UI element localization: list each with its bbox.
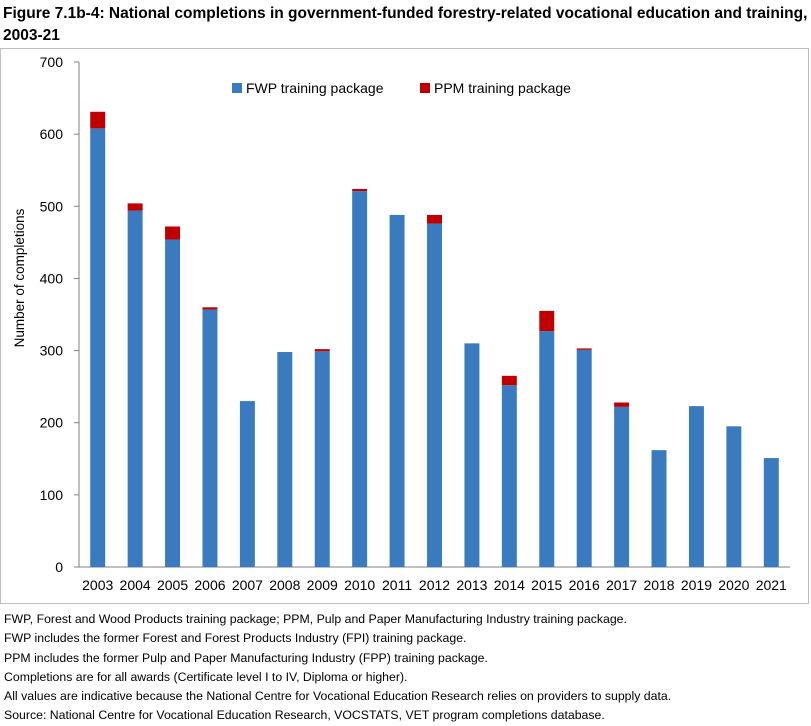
footnote-ppm: PPM includes the former Pulp and Paper M… (4, 650, 488, 665)
legend-label-fwp: FWP training package (246, 80, 384, 96)
x-tick-label: 2010 (344, 577, 375, 593)
chart-frame (0, 48, 809, 604)
bar-fwp-2011 (389, 214, 405, 567)
bar-fwp-2012 (427, 223, 442, 567)
bar-fwp-2019 (688, 406, 704, 567)
footnote-abbreviations: FWP, Forest and Wood Products training p… (4, 612, 627, 626)
x-tick-label: 2004 (120, 577, 151, 593)
bar-fwp-2007 (239, 401, 255, 567)
x-tick-label: 2006 (194, 577, 225, 593)
y-tick-label: 400 (40, 270, 64, 286)
x-tick-label: 2016 (569, 577, 600, 593)
bar-fwp-2014 (501, 385, 517, 567)
bar-fwp-2004 (127, 210, 143, 567)
bar-ppm-2017 (614, 402, 630, 407)
bar-fwp-2018 (651, 450, 667, 567)
x-tick-label: 2019 (681, 577, 712, 593)
x-tick-label: 2005 (157, 577, 188, 593)
x-tick-label: 2009 (307, 577, 338, 593)
bar-ppm-2005 (165, 226, 181, 240)
bar-fwp-2016 (576, 349, 592, 567)
bar-ppm-2016 (576, 348, 592, 350)
bar-fwp-2005 (165, 239, 181, 567)
bar-fwp-2008 (277, 352, 293, 567)
x-tick-label: 2013 (456, 577, 487, 593)
x-tick-label: 2021 (756, 577, 787, 593)
bar-fwp-2006 (202, 309, 218, 567)
footnote-indicative: All values are indicative because the Na… (4, 689, 672, 704)
x-tick-label: 2011 (382, 577, 412, 593)
bars (90, 111, 779, 567)
x-tick-label: 2003 (82, 577, 113, 593)
legend-label-ppm: PPM training package (434, 80, 571, 96)
x-tick-label: 2007 (232, 577, 263, 593)
y-tick-label: 200 (40, 415, 64, 431)
bar-ppm-2010 (352, 188, 368, 192)
y-tick-label: 700 (40, 54, 64, 70)
bar-fwp-2010 (352, 191, 368, 567)
footnote-source: Source: National Centre for Vocational E… (4, 708, 605, 723)
legend-swatch-ppm (420, 83, 430, 93)
bar-fwp-2015 (539, 331, 555, 567)
x-tick-label: 2014 (494, 577, 525, 593)
y-tick-label: 100 (40, 487, 64, 503)
y-tick-label: 600 (40, 126, 64, 142)
x-tick-label: 2012 (419, 577, 450, 593)
footnote-fwp: FWP includes the former Forest and Fores… (4, 631, 467, 646)
figure-title: Figure 7.1b-4: National completions in g… (3, 5, 808, 44)
bar-fwp-2003 (90, 128, 106, 567)
bar-ppm-2006 (202, 307, 218, 310)
bar-fwp-2021 (763, 458, 779, 567)
x-tick-label: 2008 (269, 577, 300, 593)
x-tick-label: 2020 (718, 577, 749, 593)
bar-fwp-2020 (726, 426, 742, 567)
y-axis: 0 100 200 300 400 500 600 700 (40, 54, 80, 575)
x-axis: 2003 2004 2005 2006 2007 2008 2009 2010 2011 2012… (79, 566, 790, 593)
y-tick-label: 500 (40, 198, 64, 214)
y-tick-label: 0 (55, 559, 63, 575)
footnote-awards: Completions are for all awards (Certific… (4, 669, 408, 684)
bar-fwp-2013 (464, 343, 480, 567)
legend: FWP training package PPM training package (232, 80, 571, 96)
y-axis-label: Number of completions (12, 208, 27, 347)
bar-ppm-2004 (127, 203, 143, 211)
bar-ppm-2014 (501, 375, 517, 386)
bar-fwp-2017 (614, 406, 630, 567)
bar-ppm-2012 (427, 214, 442, 224)
x-tick-label: 2015 (531, 577, 562, 593)
x-tick-label: 2017 (606, 577, 637, 593)
bar-ppm-2015 (539, 310, 555, 332)
bar-ppm-2009 (314, 349, 330, 352)
x-tick-label: 2018 (643, 577, 674, 593)
footnotes: FWP, Forest and Wood Products training p… (4, 610, 671, 726)
y-tick-label: 300 (40, 343, 64, 359)
legend-swatch-fwp (232, 83, 242, 93)
bar-ppm-2003 (90, 111, 106, 129)
bar-fwp-2009 (314, 351, 330, 567)
